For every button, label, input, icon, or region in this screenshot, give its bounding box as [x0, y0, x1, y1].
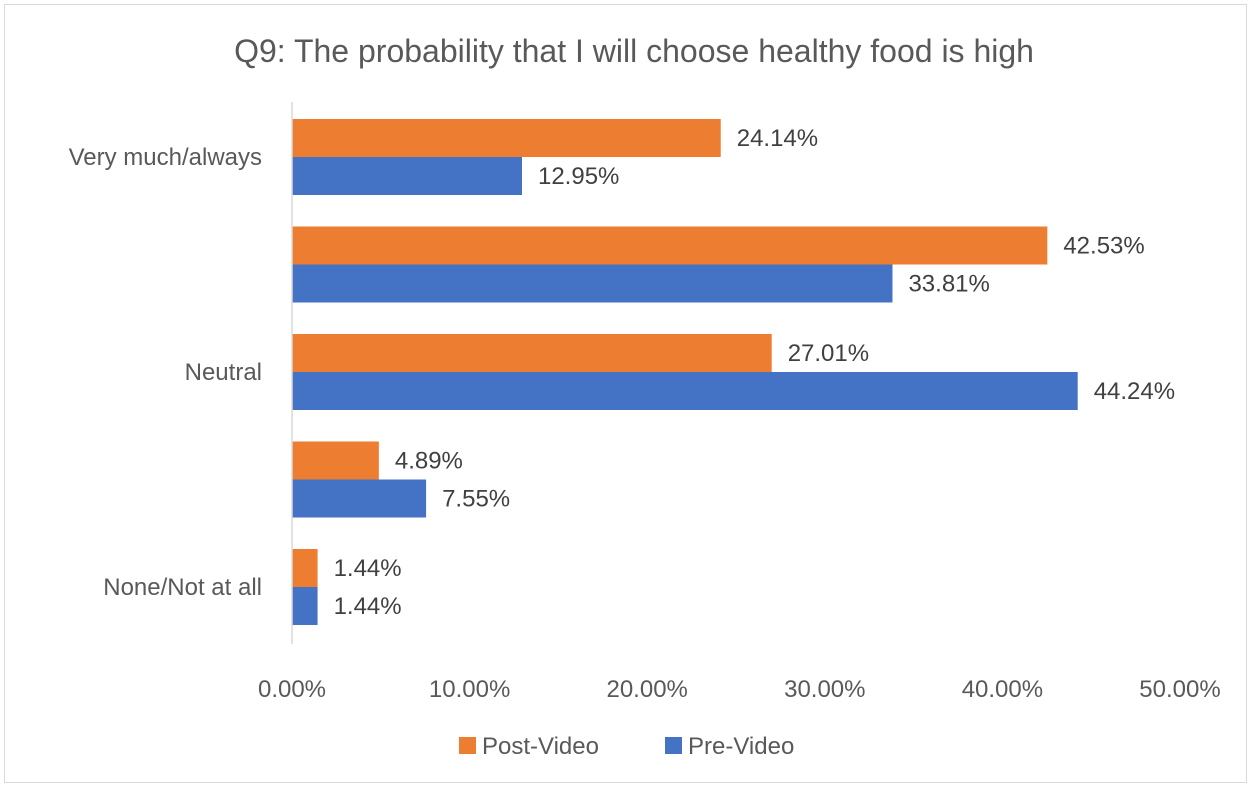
post-video-bar — [292, 119, 721, 157]
category-labels: Very much/always Neutral None/Not at all — [69, 144, 262, 601]
legend-swatch — [459, 737, 476, 754]
data-label: 1.44% — [334, 593, 402, 620]
data-label: 33.81% — [908, 271, 989, 298]
chart-title: Q9: The probability that I will choose h… — [234, 33, 1034, 69]
post-video-bar — [292, 549, 318, 587]
legend: Post-Video Pre-Video — [459, 733, 794, 760]
pre-video-bar — [292, 372, 1078, 410]
data-label: 12.95% — [538, 163, 619, 190]
data-label: 44.24% — [1094, 378, 1175, 405]
x-tick-label: 0.00% — [258, 676, 326, 703]
pre-video-bar — [292, 479, 427, 518]
pre-video-bar — [292, 587, 318, 625]
x-tick-label: 40.00% — [962, 676, 1043, 703]
legend-label: Post-Video — [482, 733, 599, 760]
x-tick-label: 30.00% — [784, 676, 865, 703]
data-labels-group: 24.14% 12.95% 42.53% 33.81% 27.01% 44.24% 4.89… — [334, 125, 1176, 620]
post-video-bar — [292, 441, 379, 480]
x-tick-label: 20.00% — [606, 676, 687, 703]
x-tick-labels: 0.00% 10.00% 20.00% 30.00% 40.00% 50.00% — [258, 676, 1221, 703]
x-tick-label: 50.00% — [1139, 676, 1220, 703]
data-label: 42.53% — [1063, 233, 1144, 260]
x-tick-label: 10.00% — [429, 676, 510, 703]
data-label: 4.89% — [395, 448, 463, 475]
post-video-bar — [292, 226, 1048, 265]
category-label: Very much/always — [69, 144, 262, 171]
category-label: None/Not at all — [103, 574, 262, 601]
data-label: 27.01% — [788, 340, 869, 367]
data-label: 1.44% — [334, 555, 402, 582]
pre-video-bar — [292, 264, 893, 303]
category-label: Neutral — [185, 359, 262, 386]
bars-group — [292, 119, 1078, 625]
pre-video-bar — [292, 157, 522, 195]
data-label: 24.14% — [737, 125, 818, 152]
legend-swatch — [665, 737, 682, 754]
post-video-bar — [292, 334, 772, 372]
data-label: 7.55% — [442, 486, 510, 513]
legend-label: Pre-Video — [688, 733, 794, 760]
